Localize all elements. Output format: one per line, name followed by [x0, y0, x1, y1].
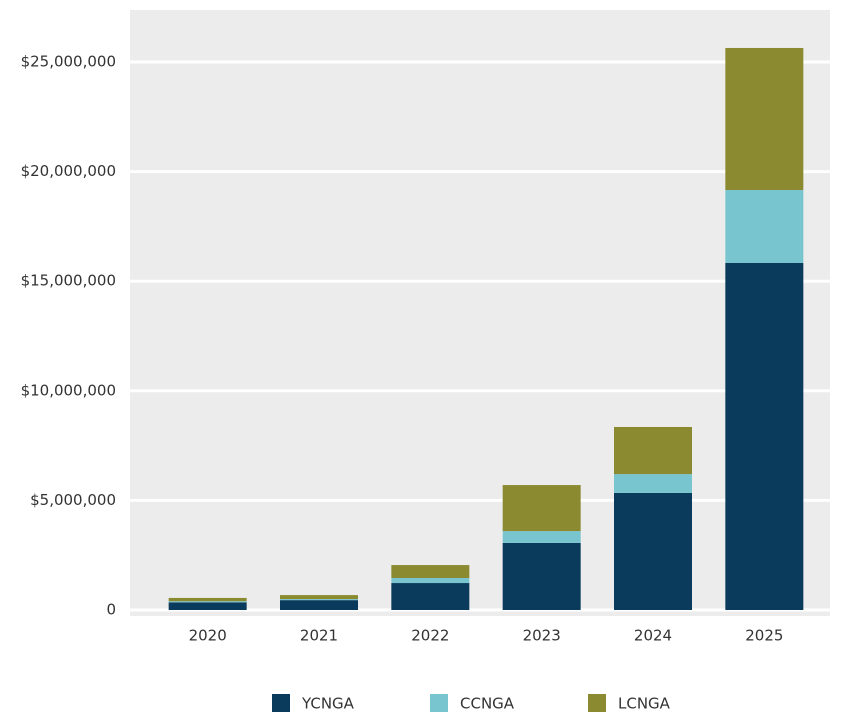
x-tick-label: 2021	[300, 627, 338, 645]
legend-swatch	[588, 694, 606, 712]
bar-segment	[502, 542, 581, 610]
y-tick-label: $20,000,000	[21, 162, 116, 180]
bar-segment	[614, 492, 692, 610]
x-tick-label: 2020	[189, 627, 227, 645]
bar-segment	[391, 565, 470, 578]
y-tick-label: 0	[106, 601, 116, 619]
bar-segment	[168, 602, 247, 610]
x-tick-label: 2023	[523, 627, 561, 645]
bar-segment	[502, 531, 581, 543]
plot-background	[130, 10, 830, 616]
bar-segment	[614, 426, 692, 475]
bar-segment	[725, 190, 804, 264]
bar-segment	[280, 599, 358, 601]
x-tick-label: 2022	[411, 627, 449, 645]
y-tick-label: $15,000,000	[21, 272, 116, 290]
bar-segment	[614, 474, 692, 493]
x-tick-label: 2024	[634, 627, 672, 645]
y-tick-label: $25,000,000	[21, 53, 116, 71]
bar-segment	[502, 485, 581, 532]
bar-segment	[391, 577, 470, 584]
legend-label: YCNGA	[301, 695, 355, 713]
legend-label: CCNGA	[460, 695, 515, 713]
bar-segment	[725, 263, 804, 610]
x-tick-label: 2025	[745, 627, 783, 645]
bar-segment	[725, 47, 804, 191]
bar-segment	[280, 595, 358, 600]
bar-segment	[168, 601, 247, 603]
bar-segment	[280, 600, 358, 610]
legend-swatch	[272, 694, 290, 712]
bar-segment	[391, 583, 470, 610]
bar-segment	[168, 597, 247, 602]
legend-label: LCNGA	[618, 695, 671, 713]
legend-swatch	[430, 694, 448, 712]
y-tick-label: $5,000,000	[30, 491, 116, 509]
y-tick-label: $10,000,000	[21, 381, 116, 399]
